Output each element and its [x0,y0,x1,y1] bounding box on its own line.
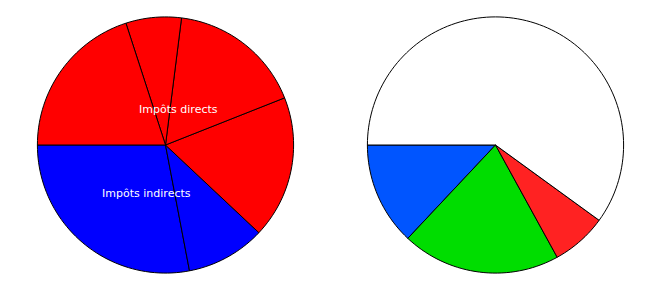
svg-text:Impôts directs: Impôts directs [139,103,218,116]
svg-text:Impôts indirects: Impôts indirects [102,187,191,200]
